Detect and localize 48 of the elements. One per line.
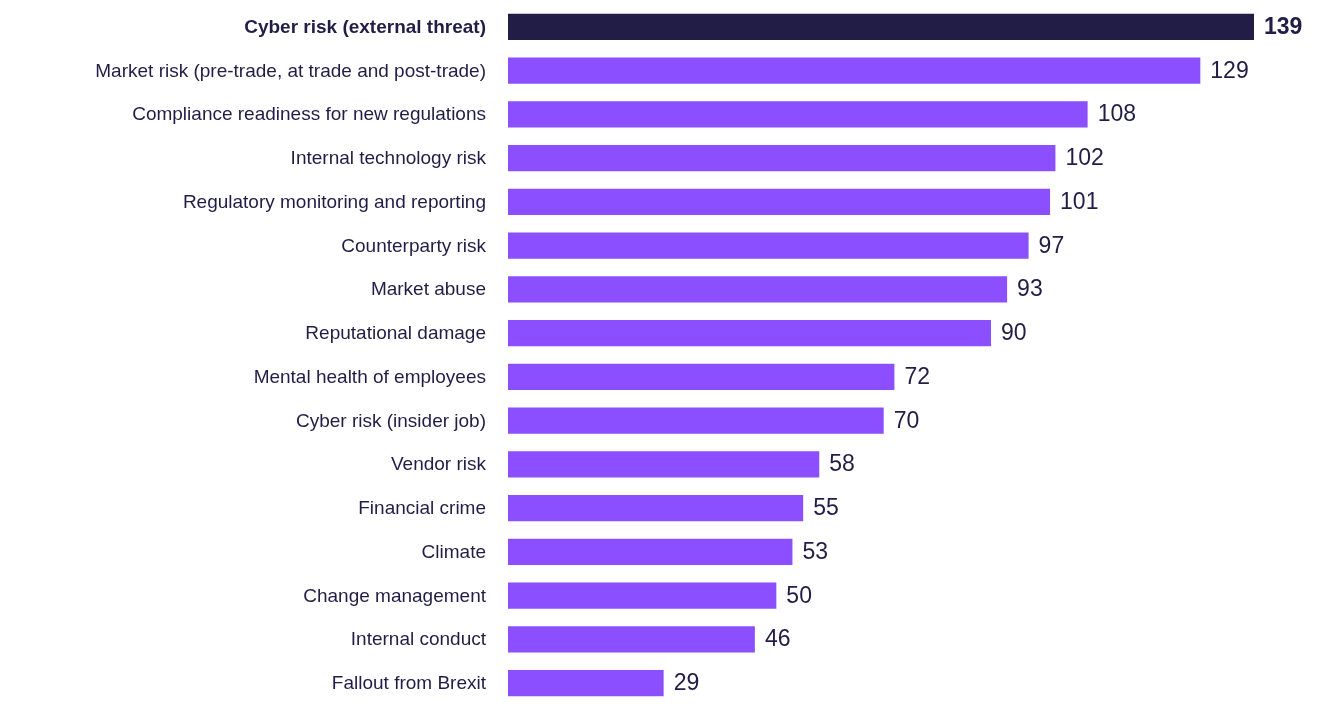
y-tick-label: Fallout from Brexit: [331, 672, 487, 694]
y-tick-label: Financial crime: [358, 497, 486, 519]
bar: [508, 57, 1201, 84]
bar: [508, 363, 895, 390]
bar: [508, 538, 793, 565]
y-tick-label: Market risk (pre-trade, at trade and post-trade): [95, 59, 486, 81]
data-label: 46: [764, 625, 791, 652]
bar: [508, 13, 1254, 40]
data-label: 29: [673, 669, 700, 696]
bar: [508, 407, 884, 434]
data-label: 53: [802, 537, 829, 564]
bar: [508, 232, 1029, 259]
bar: [508, 276, 1008, 303]
y-tick-label: Internal conduct: [350, 628, 487, 650]
y-tick-label: Market abuse: [370, 278, 486, 300]
bar: [508, 145, 1056, 172]
bar: [508, 495, 804, 522]
data-label: 58: [829, 450, 855, 477]
y-tick-label: Cyber risk (insider job): [295, 409, 486, 431]
bar: [508, 101, 1088, 128]
y-tick-label: Compliance readiness for new regulations: [132, 103, 486, 125]
data-label: 108: [1097, 100, 1136, 127]
y-tick-label: Cyber risk (external threat): [244, 15, 486, 37]
data-label: 139: [1264, 12, 1303, 39]
bar: [508, 320, 992, 347]
y-tick-label: Regulatory monitoring and reporting: [182, 190, 486, 212]
data-label: 101: [1060, 187, 1099, 214]
data-label: 70: [893, 406, 920, 433]
bar: [508, 670, 664, 697]
y-tick-label: Internal technology risk: [290, 147, 487, 169]
bar: [508, 582, 777, 609]
y-tick-label: Counterparty risk: [341, 234, 487, 256]
data-label: 90: [1001, 319, 1027, 346]
data-label: 129: [1210, 56, 1249, 83]
data-label: 93: [1017, 275, 1043, 302]
data-label: 72: [904, 362, 931, 389]
bar: [508, 188, 1051, 215]
y-tick-label: Climate: [421, 540, 486, 562]
bar: [508, 626, 755, 653]
data-label: 97: [1038, 231, 1065, 258]
data-label: 50: [786, 581, 812, 608]
data-label: 55: [813, 494, 839, 521]
y-tick-label: Mental health of employees: [253, 365, 486, 387]
y-tick-label: Change management: [303, 584, 487, 606]
y-tick-label: Reputational damage: [305, 322, 486, 344]
bar: [508, 451, 820, 478]
data-label: 102: [1065, 144, 1104, 171]
y-tick-label: Vendor risk: [390, 453, 487, 475]
